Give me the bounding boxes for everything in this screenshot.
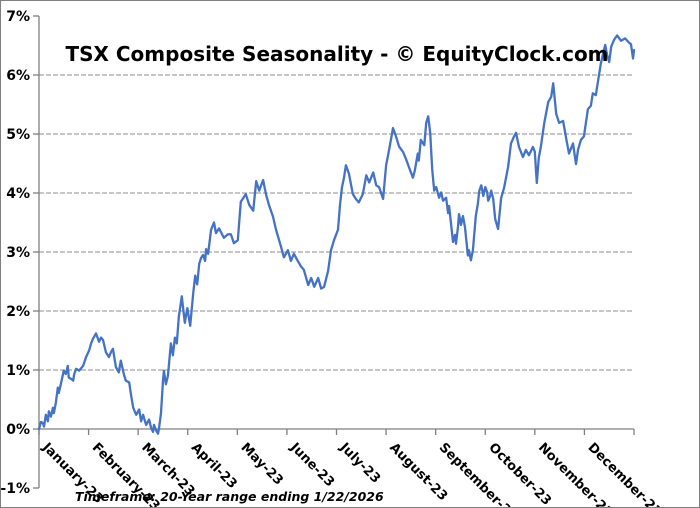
x-tick-label: July-23: [336, 440, 383, 487]
axes: [33, 15, 635, 489]
y-tick-label: 5%: [6, 127, 30, 143]
x-tick-label: April-23: [188, 440, 240, 492]
y-tick-label: 1%: [6, 363, 30, 379]
y-tick-label: 6%: [6, 68, 30, 84]
gridlines: [39, 74, 634, 371]
y-axis-labels: 7% 6% 5% 4% 3% 2% 1% 0% -1%: [1, 9, 30, 497]
y-tick-label: 4%: [6, 186, 30, 202]
y-tick-label: 2%: [6, 304, 30, 320]
y-tick-label: 7%: [6, 9, 30, 25]
x-tick-label: June-23: [286, 440, 337, 491]
x-tick-label: May-23: [238, 440, 286, 488]
seasonality-line: [37, 34, 636, 435]
chart-footer: Timeframe: 20-Year range ending 1/22/202…: [75, 489, 384, 504]
y-tick-label: 0%: [6, 422, 30, 438]
y-tick-label: -1%: [1, 481, 30, 497]
y-tick-label: 3%: [6, 245, 30, 261]
chart-title: TSX Composite Seasonality - © EquityCloc…: [65, 42, 608, 66]
